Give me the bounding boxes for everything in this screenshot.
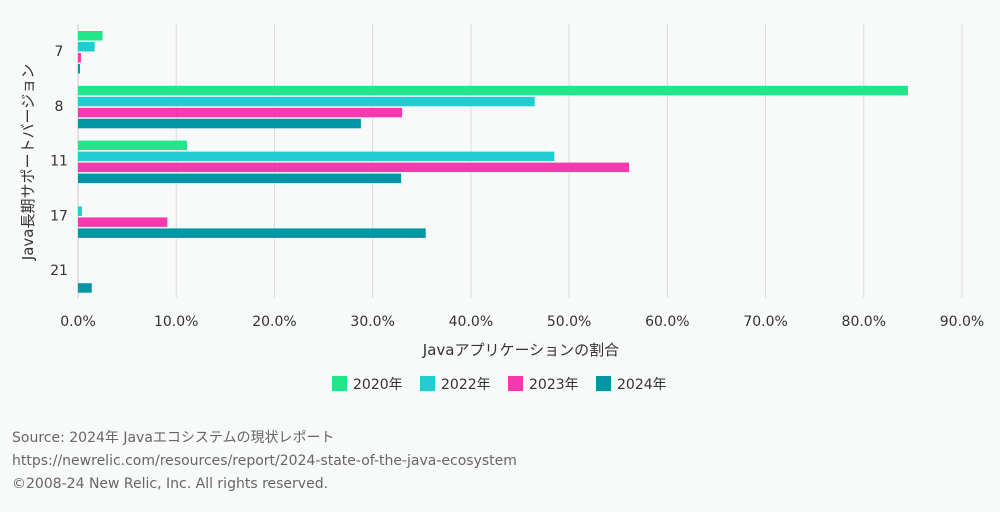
bar xyxy=(78,217,168,227)
x-tick-label: 20.0% xyxy=(252,314,296,330)
copyright-line: ©2008-24 New Relic, Inc. All rights rese… xyxy=(12,476,329,492)
source-url: https://newrelic.com/resources/report/20… xyxy=(12,453,517,469)
bars xyxy=(78,31,908,293)
bar xyxy=(78,283,92,293)
bar xyxy=(78,64,80,74)
x-axis: 0.0% 10.0% 20.0% 30.0% 40.0% 50.0% 60.0% 70.0% 8… xyxy=(60,314,984,330)
source-note: Source: 2024年 Javaエコシステムの現状レポート https://… xyxy=(12,427,517,496)
legend: 2020年 2022年 2023年 2024年 xyxy=(332,376,667,393)
legend-label: 2022年 xyxy=(441,377,491,393)
x-tick-label: 70.0% xyxy=(743,314,787,330)
bar xyxy=(78,96,535,107)
x-axis-title: Javaアプリケーションの割合 xyxy=(422,341,619,359)
bar xyxy=(78,85,908,96)
bar xyxy=(78,228,426,238)
bar xyxy=(78,31,103,41)
legend-swatch xyxy=(332,376,347,391)
x-tick-label: 10.0% xyxy=(154,314,198,330)
y-tick-label: 7 xyxy=(55,44,64,60)
bar xyxy=(78,140,188,151)
source-line: Source: 2024年 Javaエコシステムの現状レポート xyxy=(12,430,335,446)
y-axis: 7 8 11 17 21 xyxy=(50,44,68,279)
bar xyxy=(78,173,402,184)
x-tick-label: 0.0% xyxy=(60,314,96,330)
x-tick-label: 80.0% xyxy=(842,314,886,330)
bar xyxy=(78,118,361,129)
bar xyxy=(78,162,630,173)
legend-swatch xyxy=(508,376,523,391)
legend-label: 2023年 xyxy=(529,377,579,393)
legend-label: 2020年 xyxy=(353,377,403,393)
y-axis-title: Java長期サポートバージョン xyxy=(19,64,37,261)
bar xyxy=(78,53,81,63)
y-tick-label: 11 xyxy=(50,154,68,170)
x-tick-label: 60.0% xyxy=(645,314,689,330)
x-tick-label: 40.0% xyxy=(449,314,493,330)
legend-label: 2024年 xyxy=(617,377,667,393)
legend-swatch xyxy=(596,376,611,391)
bar-chart: 7 8 11 17 21 0.0% 10.0% 20.0% 30.0% 40.0% 50.0% 60… xyxy=(19,24,984,393)
bar xyxy=(78,107,403,118)
y-tick-label: 21 xyxy=(50,263,68,279)
y-tick-label: 17 xyxy=(50,208,68,224)
x-tick-label: 90.0% xyxy=(940,314,984,330)
bar xyxy=(78,42,95,52)
legend-swatch xyxy=(420,376,435,391)
x-tick-label: 50.0% xyxy=(547,314,591,330)
bar xyxy=(78,151,555,162)
bar xyxy=(78,206,82,216)
y-tick-label: 8 xyxy=(55,99,64,115)
x-tick-label: 30.0% xyxy=(350,314,394,330)
